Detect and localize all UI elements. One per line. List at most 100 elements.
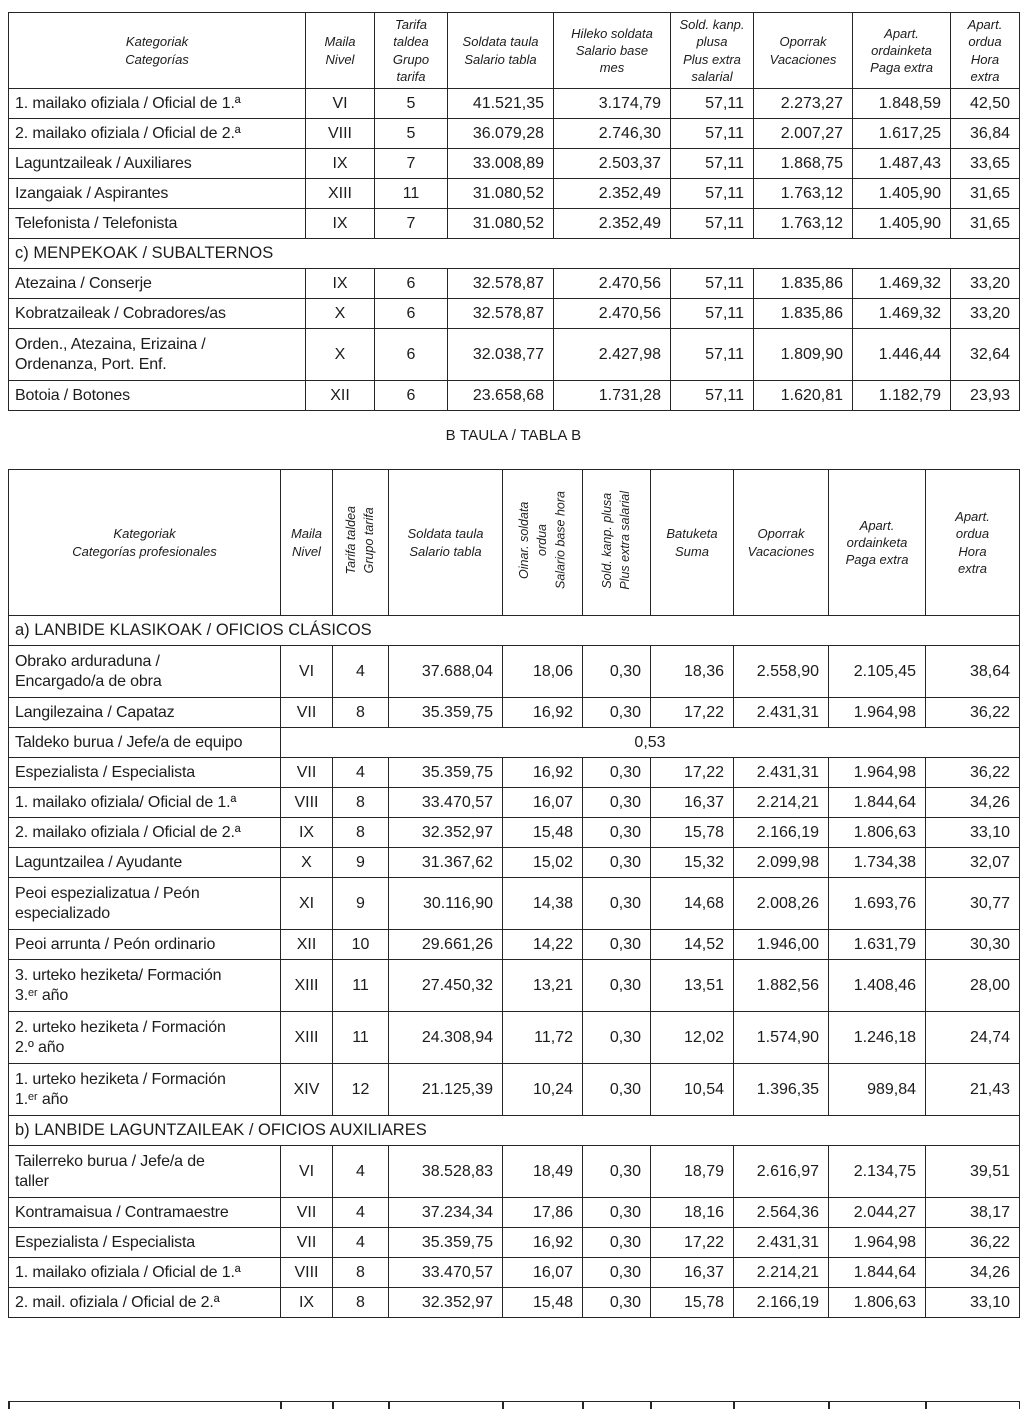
table-a-body: 1. mailako ofiziala / Oficial de 1.ª VI 5 4… — [8, 88, 1020, 411]
category-cell: Peoi espezializatua / Peón especializado — [8, 877, 281, 930]
value-cell: 1.487,43 — [852, 148, 951, 179]
column-border-stub — [828, 1402, 830, 1409]
value-cell: 0,30 — [582, 1011, 651, 1064]
column-border-stub — [280, 1402, 282, 1409]
table-row: Espezialista / Especialista VII 4 35.359,75… — [8, 757, 1020, 788]
category-cell: Telefonista / Telefonista — [8, 208, 306, 239]
value-cell: 0,30 — [582, 1257, 651, 1288]
value-cell: 24.308,94 — [388, 1011, 503, 1064]
value-cell: 1.848,59 — [852, 88, 951, 119]
value-cell: 1.631,79 — [828, 929, 926, 960]
value-cell: 1.964,98 — [828, 697, 926, 728]
value-cell: 12,02 — [650, 1011, 734, 1064]
value-cell: 57,11 — [670, 328, 754, 381]
value-cell: 2.008,26 — [733, 877, 829, 930]
category-cell: Atezaina / Conserje — [8, 268, 306, 299]
value-cell: 33,20 — [950, 268, 1020, 299]
value-cell: 2.352,49 — [553, 178, 671, 209]
value-cell: 1.620,81 — [753, 380, 853, 411]
value-cell: 1.809,90 — [753, 328, 853, 381]
value-cell: 14,22 — [502, 929, 583, 960]
value-cell: IX — [305, 208, 375, 239]
table-row: Espezialista / Especialista VII 4 35.359,75… — [8, 1227, 1020, 1258]
column-header: Kategoriak Categorías profesionales — [8, 469, 281, 616]
value-cell: VII — [280, 757, 333, 788]
column-border-stub — [650, 1402, 652, 1409]
value-cell: 2.503,37 — [553, 148, 671, 179]
value-cell: 32.578,87 — [447, 268, 554, 299]
value-cell: 15,78 — [650, 817, 734, 848]
value-cell: 32.038,77 — [447, 328, 554, 381]
value-cell: 2.214,21 — [733, 787, 829, 818]
value-cell: 27.450,32 — [388, 959, 503, 1012]
value-cell: 1.182,79 — [852, 380, 951, 411]
column-header-label: Sold. kanp. plusa Plus extra salarial — [600, 491, 633, 590]
table-row: Izangaiak / Aspirantes XIII 11 31.080,52 2.3… — [8, 178, 1020, 209]
value-cell: 31,65 — [950, 178, 1020, 209]
category-cell: Peoi arrunta / Peón ordinario — [8, 929, 281, 960]
value-cell: 7 — [374, 148, 448, 179]
value-cell: 5 — [374, 88, 448, 119]
column-header: Tarifa taldea Grupo tarifa — [374, 12, 448, 89]
value-cell: 2.166,19 — [733, 1287, 829, 1318]
value-cell: 13,21 — [502, 959, 583, 1012]
category-cell: Taldeko burua / Jefe/a de equipo — [8, 727, 281, 758]
value-cell: X — [305, 298, 375, 329]
value-cell: 32,64 — [950, 328, 1020, 381]
column-header-label: Kategoriak Categorías profesionales — [72, 526, 217, 559]
value-cell: 1.446,44 — [852, 328, 951, 381]
table-row: Kontramaisua / Contramaestre VII 4 37.234,3… — [8, 1197, 1020, 1228]
table-row: 1. mailako ofiziala / Oficial de 1.ª VI 5 4… — [8, 88, 1020, 119]
column-header: Soldata taula Salario tabla — [447, 12, 554, 89]
value-cell: 0,30 — [582, 757, 651, 788]
value-cell: 1.964,98 — [828, 1227, 926, 1258]
value-cell: 2.166,19 — [733, 817, 829, 848]
value-cell: 9 — [332, 877, 389, 930]
value-cell: 0,30 — [582, 1145, 651, 1198]
category-cell: 1. urteko heziketa / Formación 1.ᵉʳ año — [8, 1063, 281, 1116]
value-cell: 11 — [332, 1011, 389, 1064]
value-cell: 42,50 — [950, 88, 1020, 119]
column-header-label: Maila Nivel — [324, 34, 356, 67]
value-cell: 2.616,97 — [733, 1145, 829, 1198]
column-header: Oinar. soldata ordua Salario base hora — [502, 469, 583, 616]
value-cell: IX — [280, 817, 333, 848]
column-header-label: Soldata taula Salario tabla — [407, 526, 484, 559]
value-cell: X — [305, 328, 375, 381]
value-cell: 57,11 — [670, 380, 754, 411]
value-cell: 16,37 — [650, 1257, 734, 1288]
value-cell: 4 — [332, 1197, 389, 1228]
table-row: Kobratzaileak / Cobradores/as X 6 32.578,87… — [8, 298, 1020, 329]
category-cell: Obrako arduraduna / Encargado/a de obra — [8, 645, 281, 698]
value-cell: 8 — [332, 787, 389, 818]
value-cell: 0,30 — [582, 697, 651, 728]
value-cell: 2.431,31 — [733, 757, 829, 788]
value-cell: 14,52 — [650, 929, 734, 960]
value-cell: 30,30 — [925, 929, 1020, 960]
table-row: 2. urteko heziketa / Formación 2.º año XII… — [8, 1011, 1020, 1064]
table-row: 1. mailako ofiziala / Oficial de 1.ª VIII… — [8, 1257, 1020, 1288]
value-cell: 14,68 — [650, 877, 734, 930]
column-header-label: Maila Nivel — [290, 526, 323, 559]
table-row: 2. mail. ofiziala / Oficial de 2.ª IX 8 32.… — [8, 1287, 1020, 1318]
value-cell: 6 — [374, 328, 448, 381]
column-header-label: Oporrak Vacaciones — [747, 526, 815, 559]
category-cell: 1. mailako ofiziala/ Oficial de 1.ª — [8, 787, 281, 818]
value-cell: VII — [280, 1197, 333, 1228]
table-b-header: Kategoriak Categorías profesionales Maila N… — [8, 469, 1020, 616]
value-cell: 2.470,56 — [553, 268, 671, 299]
value-cell: 13,51 — [650, 959, 734, 1012]
category-cell: 3. urteko heziketa/ Formación 3.ᵉʳ año — [8, 959, 281, 1012]
column-header: Hileko soldata Salario base mes — [553, 12, 671, 89]
value-cell: 2.746,30 — [553, 118, 671, 149]
merged-row: Taldeko burua / Jefe/a de equipo 0,53 — [8, 727, 1020, 758]
value-cell: 5 — [374, 118, 448, 149]
column-header: Sold. kanp. plusa Plus extra salarial — [582, 469, 651, 616]
value-cell: 1.731,28 — [553, 380, 671, 411]
column-header: Apart. ordainketa Paga extra — [828, 469, 926, 616]
value-cell: 32.578,87 — [447, 298, 554, 329]
value-cell: 16,37 — [650, 787, 734, 818]
value-cell: 1.835,86 — [753, 268, 853, 299]
table-b-title: B TAULA / TABLA B — [445, 427, 582, 444]
category-cell: 2. mailako ofiziala / Oficial de 2.ª — [8, 118, 306, 149]
